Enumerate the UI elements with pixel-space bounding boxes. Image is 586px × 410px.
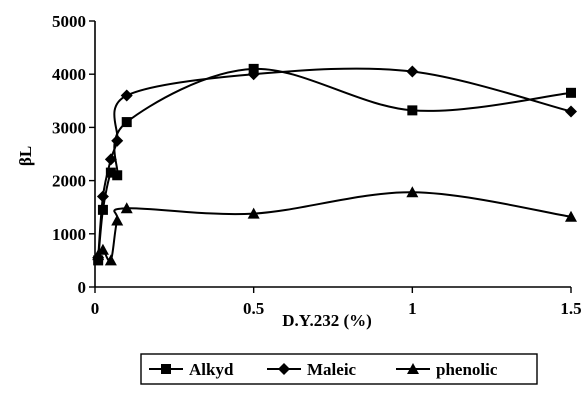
x-tick-label: 0 — [91, 299, 100, 318]
y-tick-label: 5000 — [52, 12, 86, 31]
data-point-phenolic — [406, 186, 419, 198]
series-phenolic — [92, 186, 577, 266]
x-tick-label: 1.5 — [560, 299, 581, 318]
x-tick-label: 0.5 — [243, 299, 264, 318]
y-tick-label: 3000 — [52, 118, 86, 137]
plot-frame — [94, 21, 571, 288]
y-axis-title: βL — [16, 146, 35, 166]
data-point-maleic — [111, 134, 124, 147]
data-point-maleic — [565, 105, 577, 118]
legend-box — [140, 353, 538, 385]
data-point-alkyd — [121, 117, 132, 128]
legend: Alkyd Maleic phenolic — [140, 353, 538, 385]
data-point-phenolic — [111, 214, 124, 226]
y-axis: 0 1000 2000 3000 4000 5000 — [52, 12, 95, 297]
series-maleic — [92, 65, 577, 264]
data-point-maleic — [247, 68, 260, 81]
series-line-alkyd — [97, 67, 572, 261]
data-point-alkyd — [407, 105, 418, 116]
series-layer — [92, 63, 577, 266]
legend-label-maleic: Maleic — [307, 360, 357, 379]
series-line-maleic — [97, 67, 572, 258]
data-point-phenolic — [104, 254, 117, 266]
y-tick-label: 2000 — [52, 172, 86, 191]
data-point-alkyd — [566, 87, 576, 98]
series-line-phenolic — [97, 191, 572, 263]
series-alkyd — [93, 63, 576, 266]
data-point-maleic — [406, 65, 419, 78]
x-axis-title: D.Y.232 (%) — [282, 311, 372, 330]
data-point-phenolic — [96, 243, 109, 255]
data-point-maleic — [120, 89, 133, 102]
legend-marker-alkyd — [161, 364, 171, 374]
y-tick-label: 0 — [78, 278, 87, 297]
y-tick-label: 1000 — [52, 225, 86, 244]
data-point-phenolic — [120, 202, 133, 214]
y-tick-label: 4000 — [52, 65, 86, 84]
legend-marker-maleic — [278, 363, 290, 375]
x-tick-label: 1 — [408, 299, 417, 318]
x-axis: 0 0.5 1 1.5 — [91, 287, 582, 318]
data-point-maleic — [96, 190, 109, 203]
data-point-alkyd — [97, 204, 108, 215]
legend-marker-phenolic — [407, 363, 419, 374]
data-point-alkyd — [112, 170, 123, 181]
data-point-phenolic — [565, 210, 577, 222]
data-point-alkyd — [105, 167, 116, 178]
data-point-phenolic — [247, 207, 260, 219]
data-point-maleic — [104, 153, 117, 166]
legend-label-alkyd: Alkyd — [189, 360, 234, 379]
legend-label-phenolic: phenolic — [436, 360, 498, 379]
